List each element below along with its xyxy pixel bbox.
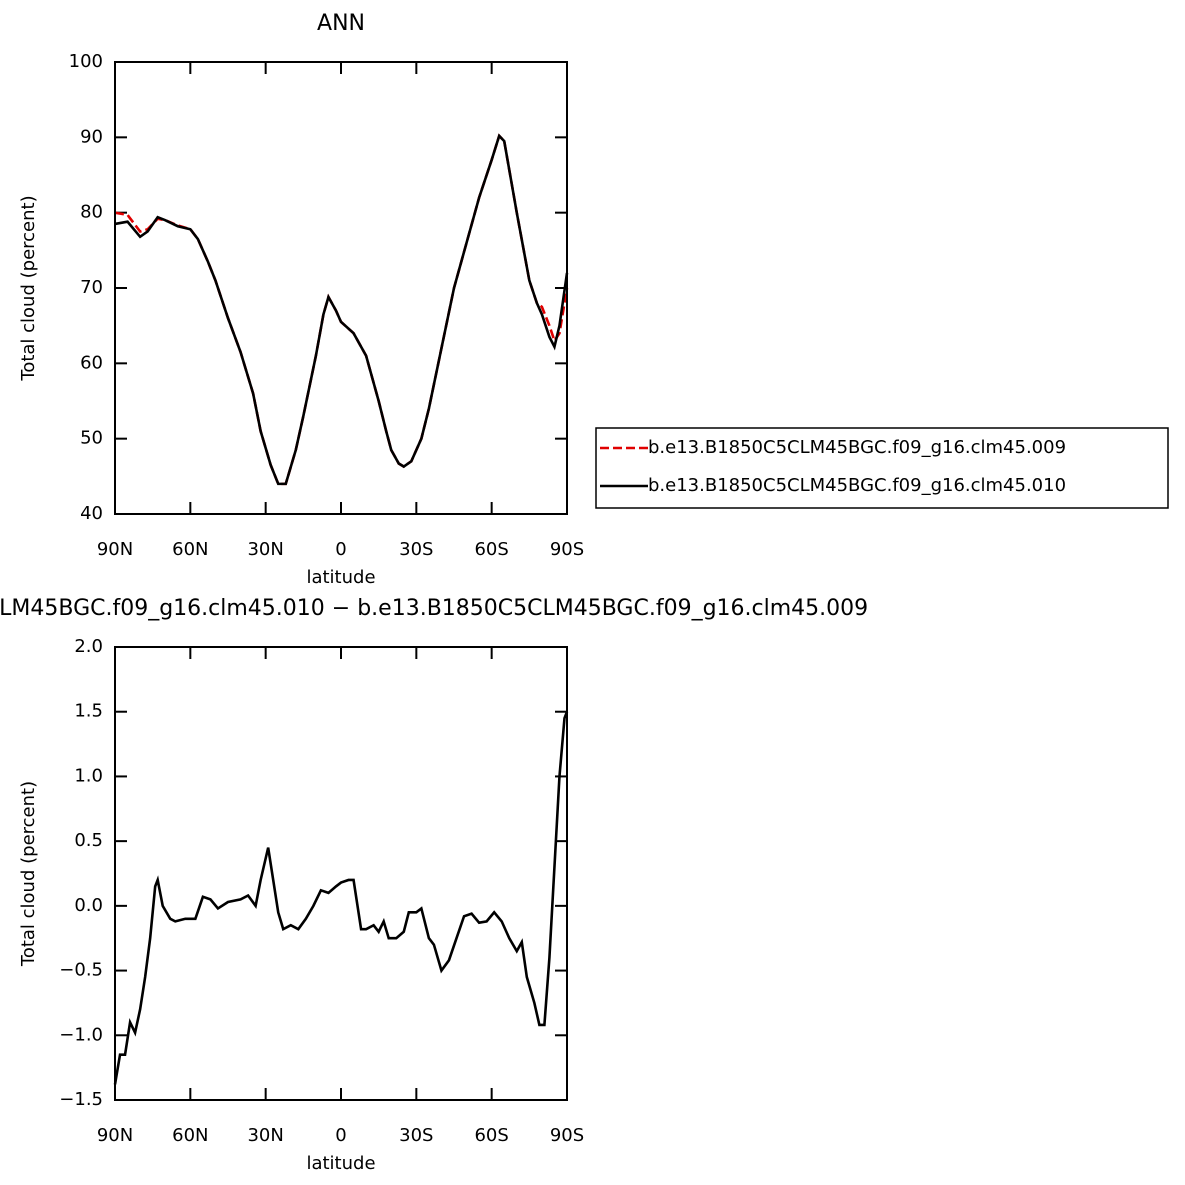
y-tick-label: 0.0 bbox=[74, 895, 103, 916]
x-tick-label: 90N bbox=[97, 1125, 133, 1146]
y-tick-label: 100 bbox=[69, 51, 103, 72]
chart-title: ANN bbox=[317, 11, 365, 36]
x-tick-label: 90N bbox=[97, 539, 133, 560]
x-axis-label: latitude bbox=[306, 567, 375, 588]
x-tick-label: 90S bbox=[550, 1125, 584, 1146]
y-tick-label: −1.0 bbox=[59, 1024, 103, 1045]
y-tick-label: 0.5 bbox=[74, 830, 103, 851]
data-line bbox=[114, 133, 569, 486]
y-tick-label: 60 bbox=[80, 352, 103, 373]
y-axis-label: Total cloud (percent) bbox=[18, 195, 39, 381]
data-line bbox=[113, 711, 569, 1085]
chart-title: b.e13.B1850C5CLM45BGC.f09_g16.clm45.010 … bbox=[0, 596, 868, 621]
y-tick-label: 50 bbox=[80, 428, 103, 449]
x-tick-label: 0 bbox=[335, 1125, 346, 1146]
y-tick-label: 90 bbox=[80, 126, 103, 147]
x-tick-label: 30N bbox=[247, 1125, 283, 1146]
y-tick-label: 1.5 bbox=[74, 701, 103, 722]
data-line bbox=[114, 133, 569, 486]
x-tick-label: 0 bbox=[335, 539, 346, 560]
y-tick-label: 80 bbox=[80, 202, 103, 223]
legend-label: b.e13.B1850C5CLM45BGC.f09_g16.clm45.009 bbox=[648, 437, 1066, 458]
y-tick-label: −1.5 bbox=[59, 1089, 103, 1110]
y-axis-label: Total cloud (percent) bbox=[18, 781, 39, 967]
y-tick-label: −0.5 bbox=[59, 960, 103, 981]
y-tick-label: 70 bbox=[80, 277, 103, 298]
x-tick-label: 60S bbox=[474, 539, 508, 560]
y-tick-label: 40 bbox=[80, 503, 103, 524]
x-tick-label: 60N bbox=[172, 1125, 208, 1146]
legend-box bbox=[595, 427, 1169, 509]
legend-label: b.e13.B1850C5CLM45BGC.f09_g16.clm45.010 bbox=[648, 475, 1066, 496]
plot-frame bbox=[114, 61, 568, 515]
x-tick-label: 30N bbox=[247, 539, 283, 560]
y-tick-label: 2.0 bbox=[74, 636, 103, 657]
plot-frame bbox=[114, 646, 568, 1101]
x-tick-label: 90S bbox=[550, 539, 584, 560]
x-axis-label: latitude bbox=[306, 1153, 375, 1174]
y-tick-label: 1.0 bbox=[74, 765, 103, 786]
x-tick-label: 60S bbox=[474, 1125, 508, 1146]
x-tick-label: 60N bbox=[172, 539, 208, 560]
x-tick-label: 30S bbox=[399, 539, 433, 560]
x-tick-label: 30S bbox=[399, 1125, 433, 1146]
